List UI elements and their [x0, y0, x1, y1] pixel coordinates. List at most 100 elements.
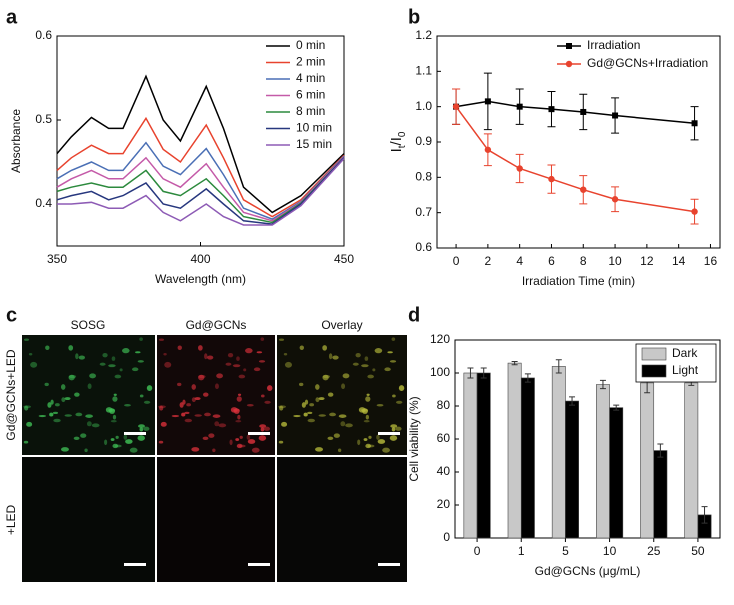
legend-label: 10 min [296, 121, 332, 135]
cell [197, 345, 203, 351]
cell [260, 427, 265, 432]
cell [55, 403, 60, 407]
legend-marker [565, 60, 573, 68]
cell [139, 394, 144, 398]
cell [229, 439, 233, 446]
line [57, 158, 345, 226]
cell [75, 353, 79, 360]
marker [548, 106, 555, 113]
cell [64, 397, 71, 401]
y-axis-label-part: t [397, 145, 408, 148]
cell [122, 348, 130, 354]
cell [391, 337, 396, 341]
row-label: +LED [4, 504, 18, 535]
cell [278, 405, 287, 409]
panel-letter: b [408, 6, 420, 28]
panel-letter: c [6, 304, 17, 326]
cell [247, 439, 256, 444]
cell [263, 426, 271, 431]
cell [322, 374, 329, 381]
legend-marker [566, 43, 572, 49]
line [56, 116, 345, 218]
panel-letter: a [6, 6, 18, 28]
marker [516, 165, 523, 172]
line [56, 156, 345, 222]
cell [73, 436, 80, 441]
bar [609, 407, 624, 539]
cell [23, 338, 30, 341]
cell [23, 405, 32, 409]
cell [307, 418, 315, 423]
cell [158, 405, 166, 409]
y-tick-label: 60 [437, 431, 451, 445]
cell [395, 400, 403, 404]
cell [86, 421, 92, 427]
cell [164, 361, 172, 368]
cell [357, 439, 361, 446]
scale-bar [124, 563, 146, 566]
cell [338, 414, 347, 418]
y-tick-label: 40 [437, 464, 451, 478]
bar [463, 372, 478, 539]
cell [181, 412, 186, 417]
error-bar [524, 373, 531, 383]
x-tick-label: 10 [608, 254, 622, 268]
cell [24, 405, 29, 411]
cell [395, 426, 402, 431]
cell [124, 404, 131, 407]
cell [389, 360, 397, 363]
cell [315, 397, 320, 403]
cell [246, 434, 251, 440]
error-bar [569, 396, 576, 406]
cell [143, 400, 151, 404]
cell [392, 394, 396, 398]
cell [304, 399, 309, 405]
cell [256, 351, 263, 354]
legend-label: Dark [672, 346, 698, 360]
cell [49, 412, 54, 417]
cell [139, 427, 144, 432]
y-tick-label: 0.6 [35, 28, 52, 42]
cell [303, 412, 308, 417]
bar [684, 382, 699, 539]
cell [52, 411, 59, 415]
marker [612, 112, 619, 119]
image-tile [157, 457, 275, 582]
marker [580, 186, 587, 193]
cell [365, 414, 369, 420]
cell [363, 438, 368, 441]
y-axis-label-part: /I [388, 137, 405, 145]
cell [191, 397, 196, 403]
cell [387, 351, 393, 354]
cell [307, 411, 313, 415]
cell [64, 414, 72, 417]
line [455, 100, 695, 125]
y-tick-label: 0.7 [415, 205, 432, 219]
bar [476, 372, 491, 539]
cell [361, 364, 369, 368]
cell [87, 383, 92, 390]
cell [372, 368, 376, 372]
bar [551, 366, 566, 539]
cell [204, 412, 211, 417]
cell [28, 353, 33, 356]
bar [507, 362, 522, 539]
x-tick-label: 0 [453, 254, 460, 268]
legend-label: 2 min [296, 55, 325, 69]
cell [261, 394, 265, 398]
image-tile [277, 457, 407, 582]
cell [278, 338, 285, 341]
cell [328, 353, 333, 360]
cell [259, 424, 267, 428]
cell [333, 433, 340, 438]
cell [374, 348, 383, 354]
marker [452, 103, 460, 110]
y-tick-label: 120 [430, 332, 450, 346]
cell [160, 421, 167, 427]
cell [158, 338, 164, 341]
cell [60, 447, 69, 452]
cell [139, 337, 143, 341]
cell [68, 374, 75, 381]
x-tick-label: 12 [640, 254, 654, 268]
cell [355, 352, 361, 358]
